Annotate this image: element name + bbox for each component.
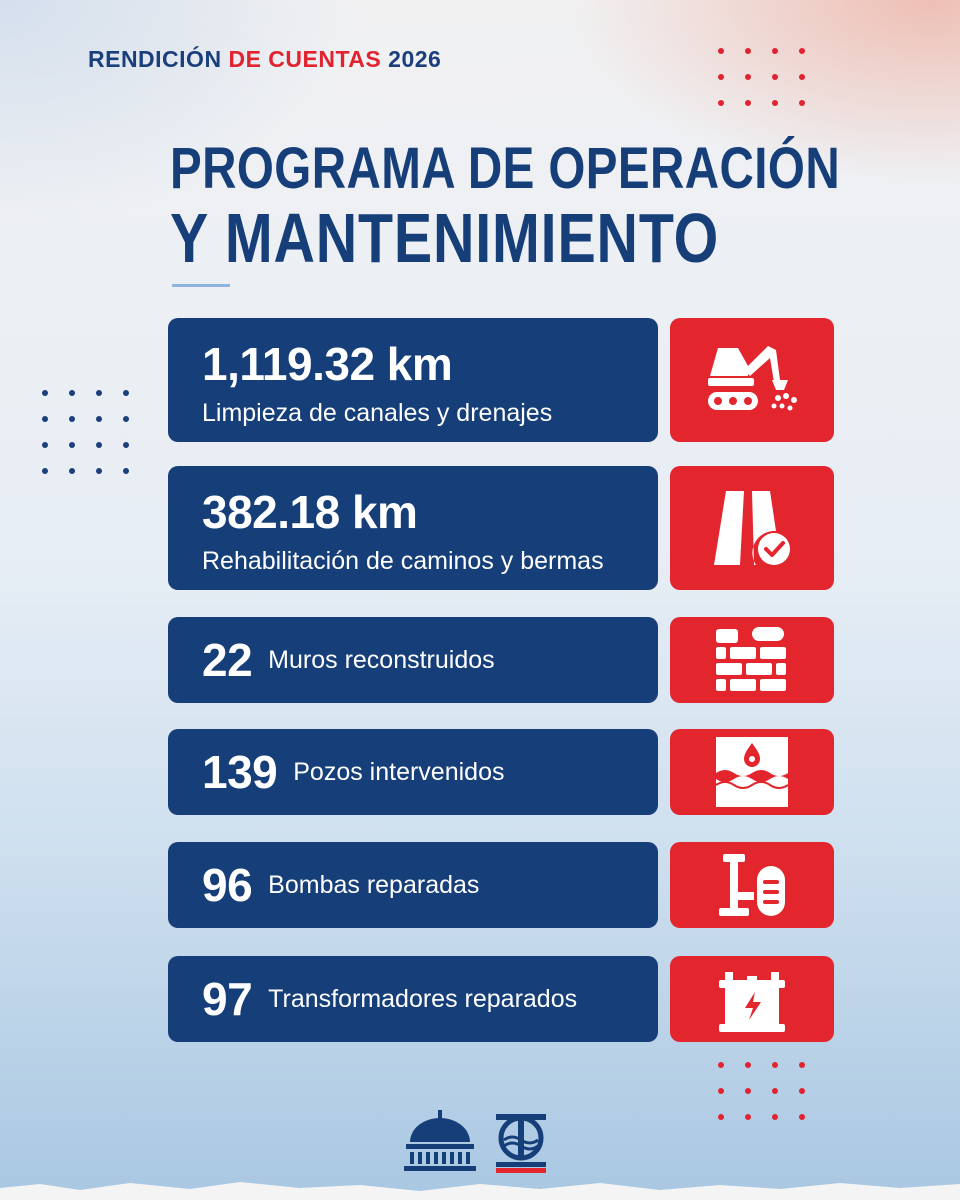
stat-icon-box — [670, 842, 834, 928]
stat-label: Pozos intervenidos — [293, 757, 505, 786]
government-dome-logo — [404, 1110, 476, 1171]
pump-icon — [719, 854, 785, 916]
stat-icon-box — [670, 729, 834, 815]
stat-panel: 97 Transformadores reparados — [168, 956, 658, 1042]
stat-row-walls: 22 Muros reconstruidos — [168, 617, 834, 703]
stat-row-canal-cleaning: 1,119.32 km Limpieza de canales y drenaj… — [168, 318, 834, 442]
decorative-dots-bottom-right — [718, 1062, 806, 1120]
stat-label: Bombas reparadas — [268, 870, 480, 899]
title-line-1: PROGRAMA DE OPERACIÓN — [170, 136, 841, 201]
header-part1: RENDICIÓN — [88, 46, 222, 72]
brick-wall-icon — [716, 627, 786, 691]
stat-label: Transformadores reparados — [268, 984, 578, 1013]
well-water-icon — [716, 737, 788, 807]
stat-value: 97 — [202, 973, 253, 1025]
stat-row-road-rehab: 382.18 km Rehabilitación de caminos y be… — [168, 466, 834, 590]
report-header: RENDICIÓN DE CUENTAS 2026 — [88, 46, 441, 73]
stat-icon-box — [670, 318, 834, 442]
torn-paper-edge — [0, 1182, 960, 1200]
stat-value: 139 — [202, 746, 278, 798]
footer-logos — [404, 1110, 546, 1173]
stat-icon-box — [670, 466, 834, 590]
stat-panel: 1,119.32 km Limpieza de canales y drenaj… — [168, 318, 658, 442]
stat-panel: 139 Pozos intervenidos — [168, 729, 658, 815]
decorative-dots-left — [42, 390, 130, 474]
stat-panel: 22 Muros reconstruidos — [168, 617, 658, 703]
stat-panel: 96 Bombas reparadas — [168, 842, 658, 928]
title-line-2: Y MANTENIMIENTO — [170, 199, 720, 277]
stat-label: Limpieza de canales y drenajes — [202, 399, 553, 427]
stat-value: 96 — [202, 859, 253, 911]
stat-value: 22 — [202, 634, 253, 686]
stat-icon-box — [670, 617, 834, 703]
excavator-icon — [708, 346, 797, 411]
stat-row-pumps: 96 Bombas reparadas — [168, 842, 834, 928]
page-title: PROGRAMA DE OPERACIÓN Y MANTENIMIENTO — [170, 136, 841, 277]
stat-label: Muros reconstruidos — [268, 645, 495, 674]
road-check-icon — [714, 491, 790, 565]
transformer-icon — [719, 972, 785, 1032]
indrhi-logo — [496, 1114, 546, 1173]
stat-panel: 382.18 km Rehabilitación de caminos y be… — [168, 466, 658, 590]
stat-value: 382.18 km — [202, 486, 418, 538]
title-underline — [172, 284, 230, 287]
stat-icon-box — [670, 956, 834, 1042]
stat-value: 1,119.32 km — [202, 338, 453, 390]
decorative-dots-top-right — [718, 48, 806, 106]
header-year: 2026 — [388, 46, 442, 72]
header-part2: DE CUENTAS — [228, 46, 382, 72]
stat-row-transformers: 97 Transformadores reparados — [168, 956, 834, 1042]
stat-label: Rehabilitación de caminos y bermas — [202, 547, 604, 575]
stat-row-wells: 139 Pozos intervenidos — [168, 729, 834, 815]
